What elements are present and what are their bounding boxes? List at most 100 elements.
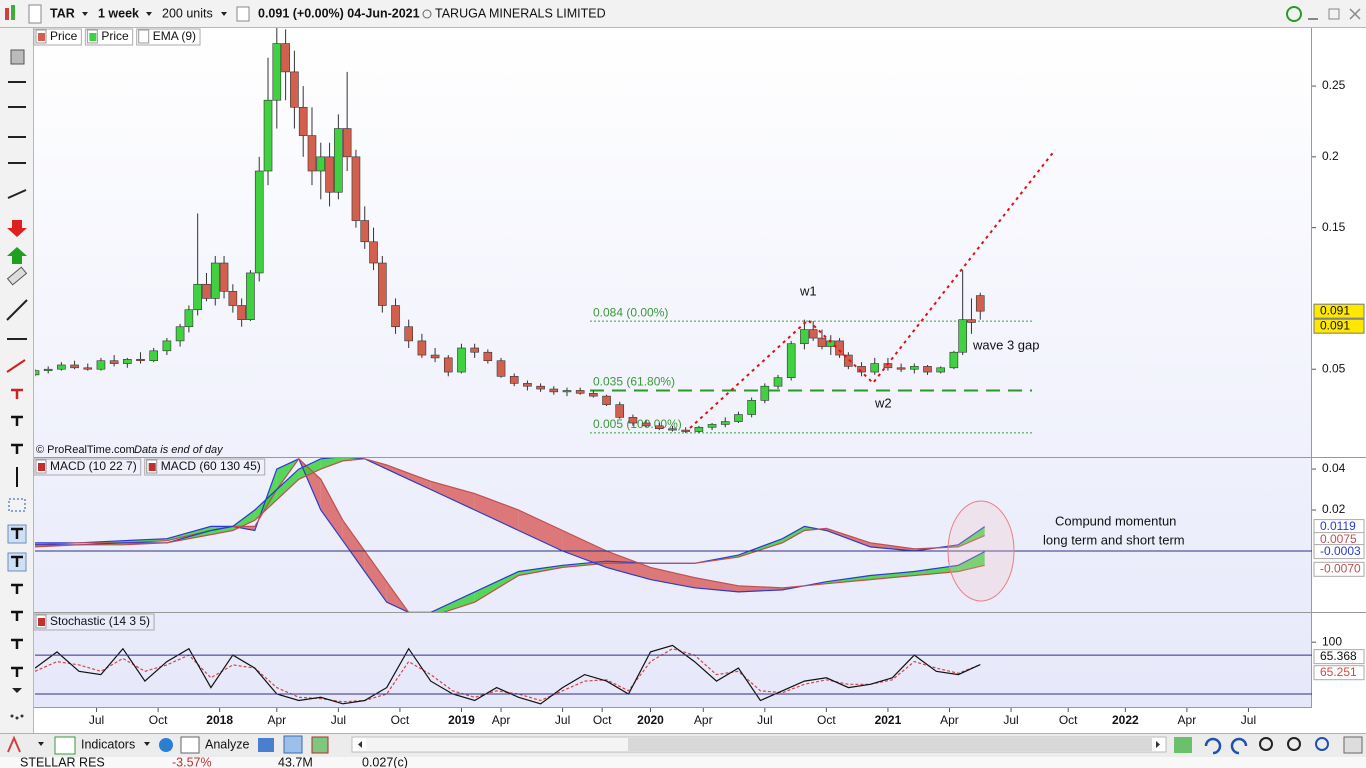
candle-body — [430, 354, 440, 359]
candle-body — [457, 347, 466, 373]
analyze-icon[interactable] — [180, 736, 200, 754]
candle-body — [391, 305, 400, 328]
settings-icon[interactable] — [28, 4, 42, 24]
candle-body — [470, 347, 479, 353]
line-tools[interactable] — [7, 81, 27, 199]
dropdown-arrow[interactable] — [38, 742, 44, 746]
chart-icon[interactable] — [11, 5, 15, 20]
analyze-button[interactable]: Analyze — [205, 737, 250, 751]
units[interactable]: 200 units — [162, 6, 213, 20]
trash-icon[interactable] — [10, 49, 25, 65]
legend-label: MACD (60 130 45) — [161, 459, 261, 473]
candle-body — [307, 135, 317, 172]
candle-body — [602, 395, 611, 405]
candle-body — [549, 388, 559, 393]
candle-body — [628, 417, 638, 424]
y-tick-label: 0.05 — [1322, 361, 1346, 375]
candle-body — [417, 340, 427, 356]
x-tick-label: Jul — [757, 713, 772, 727]
candle-body — [443, 357, 453, 373]
segment-tool[interactable] — [6, 359, 26, 373]
dropdown-arrow[interactable] — [221, 12, 227, 16]
value-box — [1313, 649, 1365, 665]
macd-line — [35, 458, 986, 612]
macd-fill — [386, 464, 409, 480]
trendline-tool[interactable] — [6, 299, 28, 321]
annotation: w2 — [874, 395, 892, 410]
candle-body — [655, 425, 664, 429]
tool-icon[interactable] — [1174, 737, 1192, 753]
candle-body — [734, 414, 743, 422]
candle-body — [96, 360, 106, 370]
candle-body — [70, 364, 79, 369]
candle-body — [219, 262, 229, 292]
candle-body — [641, 422, 651, 427]
refresh-icon[interactable] — [1286, 6, 1302, 22]
candle-body — [369, 241, 378, 264]
dropdown-arrow[interactable] — [144, 742, 150, 746]
ruler-tool[interactable] — [6, 266, 28, 286]
up-arrow-tool[interactable] — [7, 247, 27, 264]
tool-icon[interactable] — [258, 738, 274, 752]
tool-icon[interactable] — [283, 735, 303, 754]
x-tick-label: Oct — [391, 713, 410, 727]
maximize-btn[interactable] — [1328, 8, 1340, 20]
macd-fill — [320, 479, 343, 541]
legend-frame — [33, 613, 155, 631]
chart-icon[interactable] — [5, 8, 9, 20]
draw-icon[interactable] — [7, 735, 21, 753]
candle-body — [404, 326, 414, 342]
zoom-out-btn[interactable] — [1287, 737, 1301, 751]
close-btn[interactable] — [1349, 8, 1361, 20]
candle-body — [681, 429, 690, 432]
candle-body — [523, 383, 532, 387]
dropdown-arrow[interactable] — [146, 12, 152, 16]
candle-body — [35, 370, 40, 376]
candle-body — [290, 71, 299, 108]
redo-btn[interactable] — [1230, 737, 1248, 755]
scroll-down[interactable] — [12, 688, 22, 693]
left-toolbar-bg — [0, 28, 34, 733]
candle-body — [281, 43, 290, 73]
x-tick-label: Jul — [1003, 713, 1018, 727]
tool-icon[interactable] — [311, 736, 329, 754]
macd-line — [35, 458, 985, 593]
more-tools[interactable] — [10, 714, 24, 720]
value-label: -0.0003 — [1320, 544, 1361, 558]
time-axis-bg — [34, 708, 1312, 733]
zoom-in-btn[interactable] — [1315, 737, 1329, 751]
symbol[interactable]: TAR — [50, 6, 75, 20]
candle-body — [298, 106, 308, 136]
annotation: w1 — [799, 283, 817, 298]
indicators-icon[interactable] — [54, 736, 76, 755]
share-icon[interactable] — [159, 738, 173, 752]
radio-icon[interactable] — [422, 9, 432, 19]
candle-body — [589, 392, 598, 397]
list-icon[interactable] — [236, 6, 250, 22]
quote: 0.091 (+0.00%) 04-Jun-2021 — [258, 6, 420, 20]
scrollbar-thumb[interactable] — [628, 738, 1152, 751]
undo-btn[interactable] — [1204, 737, 1222, 755]
x-tick-label: Jul — [89, 713, 104, 727]
candle-body — [351, 156, 361, 221]
candle-body — [509, 375, 519, 384]
y-tick-label: 100 — [1322, 634, 1342, 648]
period[interactable]: 1 week — [98, 6, 139, 20]
candle-body — [123, 359, 132, 364]
reset-btn[interactable] — [1343, 736, 1363, 754]
y-tick-label: 0.15 — [1322, 220, 1346, 234]
down-arrow-tool[interactable] — [7, 220, 27, 237]
text-tools[interactable] — [7, 388, 27, 677]
legend-swatch — [89, 33, 97, 41]
x-tick-label: Apr — [267, 713, 286, 727]
zoom-area-btn[interactable] — [1259, 737, 1273, 751]
candle-body — [83, 367, 93, 370]
x-tick-label: Oct — [149, 713, 168, 727]
y-tick-label: 0.25 — [1322, 78, 1346, 92]
candle-body — [923, 366, 932, 373]
dropdown-arrow[interactable] — [82, 12, 88, 16]
legend-frame — [84, 28, 134, 46]
indicators-button[interactable]: Indicators — [81, 737, 135, 751]
legend-swatch — [38, 618, 45, 626]
